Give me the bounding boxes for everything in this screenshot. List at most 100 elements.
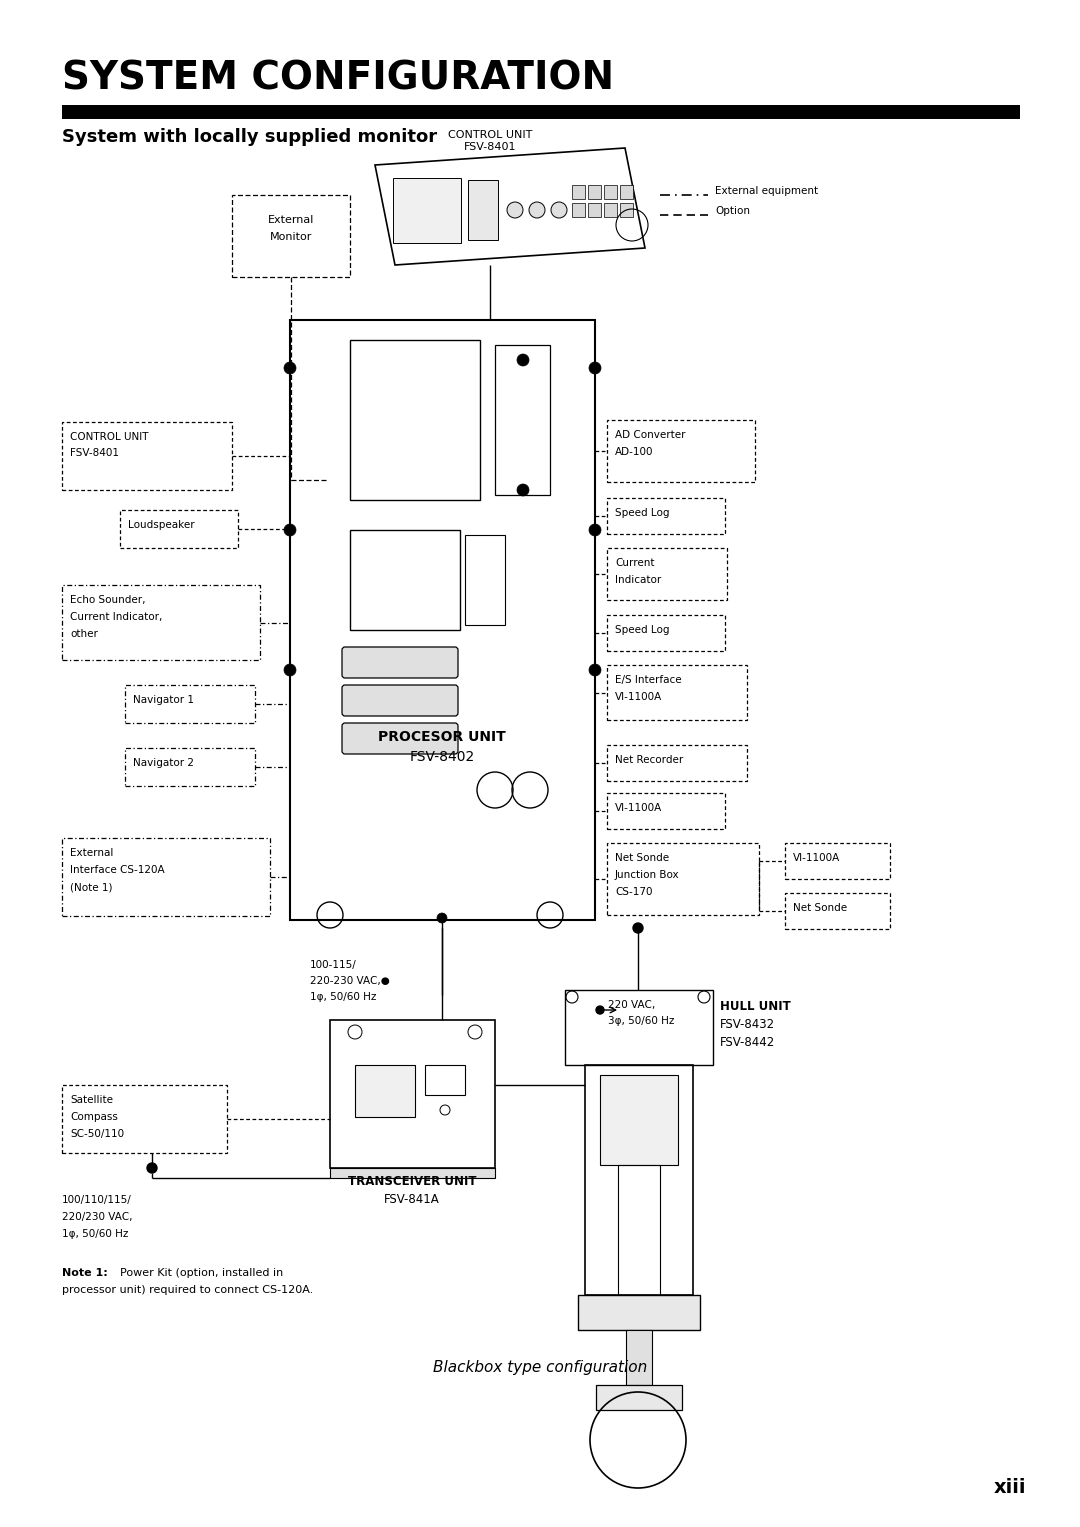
Circle shape [284, 664, 296, 676]
Text: PROCESOR UNIT: PROCESOR UNIT [378, 730, 505, 744]
Bar [330, 1020, 495, 1168]
Bar [604, 185, 617, 199]
Bar [232, 195, 350, 276]
Bar [626, 1330, 652, 1385]
Circle shape [284, 524, 296, 536]
Text: FSV-8432: FSV-8432 [720, 1019, 775, 1031]
Text: External: External [70, 847, 113, 858]
Text: Power Kit (option, installed in: Power Kit (option, installed in [120, 1267, 283, 1278]
Circle shape [589, 524, 600, 536]
Text: AD-100: AD-100 [615, 447, 653, 457]
Text: External: External [268, 215, 314, 224]
Text: External equipment: External equipment [715, 186, 819, 195]
Text: FSV-8402: FSV-8402 [409, 750, 474, 764]
Bar [607, 664, 747, 721]
Text: FSV-841A: FSV-841A [384, 1193, 440, 1206]
Bar [607, 843, 759, 915]
Text: other: other [70, 629, 98, 638]
Text: FSV-8401: FSV-8401 [70, 447, 119, 458]
Text: Loudspeaker: Loudspeaker [129, 521, 194, 530]
Text: xiii: xiii [994, 1478, 1026, 1496]
Bar [62, 105, 1020, 119]
Text: CS-170: CS-170 [615, 887, 652, 896]
Text: System with locally supplied monitor: System with locally supplied monitor [62, 128, 437, 147]
Bar [607, 420, 755, 483]
Bar [618, 1165, 660, 1295]
Bar [350, 530, 460, 631]
Bar [125, 686, 255, 722]
Bar [607, 793, 725, 829]
Text: 100/110/115/: 100/110/115/ [62, 1196, 132, 1205]
Text: HULL UNIT: HULL UNIT [720, 1000, 791, 1012]
Text: Note 1:: Note 1: [62, 1267, 108, 1278]
Bar [588, 185, 600, 199]
Circle shape [517, 484, 529, 496]
Text: Blackbox type configuration: Blackbox type configuration [433, 1361, 647, 1374]
Bar [585, 1064, 693, 1295]
Bar [572, 185, 585, 199]
Circle shape [147, 1164, 157, 1173]
Bar [607, 745, 747, 780]
FancyBboxPatch shape [342, 647, 458, 678]
Circle shape [284, 362, 296, 374]
Text: Option: Option [715, 206, 750, 215]
Circle shape [551, 202, 567, 218]
Bar [330, 1168, 495, 1177]
Text: CONTROL UNIT: CONTROL UNIT [448, 130, 532, 140]
Circle shape [507, 202, 523, 218]
Text: Speed Log: Speed Log [615, 625, 670, 635]
Bar [393, 179, 461, 243]
Text: Current: Current [615, 557, 654, 568]
Bar [578, 1295, 700, 1330]
Bar [588, 203, 600, 217]
Text: VI-1100A: VI-1100A [615, 692, 662, 702]
Bar [785, 893, 890, 928]
Text: Indicator: Indicator [615, 576, 661, 585]
Text: Net Sonde: Net Sonde [793, 902, 847, 913]
Text: 1φ, 50/60 Hz: 1φ, 50/60 Hz [310, 993, 376, 1002]
Circle shape [437, 913, 447, 922]
Text: processor unit) required to connect CS-120A.: processor unit) required to connect CS-1… [62, 1286, 313, 1295]
Text: 1φ, 50/60 Hz: 1φ, 50/60 Hz [62, 1229, 129, 1238]
Bar [607, 498, 725, 534]
Text: Junction Box: Junction Box [615, 870, 679, 880]
Text: Navigator 1: Navigator 1 [133, 695, 194, 705]
Bar [426, 1064, 465, 1095]
Text: AD Converter: AD Converter [615, 431, 686, 440]
Text: E/S Interface: E/S Interface [615, 675, 681, 686]
Text: 3φ, 50/60 Hz: 3φ, 50/60 Hz [608, 1015, 674, 1026]
Text: 220-230 VAC,●: 220-230 VAC,● [310, 976, 390, 986]
Bar [620, 203, 633, 217]
Text: SYSTEM CONFIGURATION: SYSTEM CONFIGURATION [62, 60, 615, 98]
Text: 220 VAC,: 220 VAC, [608, 1000, 656, 1009]
Bar [62, 1086, 227, 1153]
Bar [465, 534, 505, 625]
Circle shape [589, 664, 600, 676]
Text: Current Indicator,: Current Indicator, [70, 612, 162, 621]
Text: Net Recorder: Net Recorder [615, 754, 684, 765]
Text: Navigator 2: Navigator 2 [133, 757, 194, 768]
Circle shape [529, 202, 545, 218]
Text: FSV-8401: FSV-8401 [463, 142, 516, 153]
Text: VI-1100A: VI-1100A [615, 803, 662, 812]
Bar [572, 203, 585, 217]
Text: Compass: Compass [70, 1112, 118, 1122]
Text: Interface CS-120A: Interface CS-120A [70, 864, 164, 875]
Bar [620, 185, 633, 199]
Text: VI-1100A: VI-1100A [793, 854, 840, 863]
Text: SC-50/110: SC-50/110 [70, 1128, 124, 1139]
Text: CONTROL UNIT: CONTROL UNIT [70, 432, 149, 441]
Bar [468, 180, 498, 240]
Circle shape [517, 354, 529, 366]
Text: FSV-8442: FSV-8442 [720, 1035, 775, 1049]
Bar [607, 548, 727, 600]
Text: Speed Log: Speed Log [615, 508, 670, 518]
Text: Satellite: Satellite [70, 1095, 113, 1106]
Bar [495, 345, 550, 495]
Circle shape [589, 362, 600, 374]
Bar [62, 585, 260, 660]
Text: Echo Sounder,: Echo Sounder, [70, 596, 146, 605]
Text: (Note 1): (Note 1) [70, 883, 112, 892]
Bar [596, 1385, 681, 1409]
FancyBboxPatch shape [342, 686, 458, 716]
